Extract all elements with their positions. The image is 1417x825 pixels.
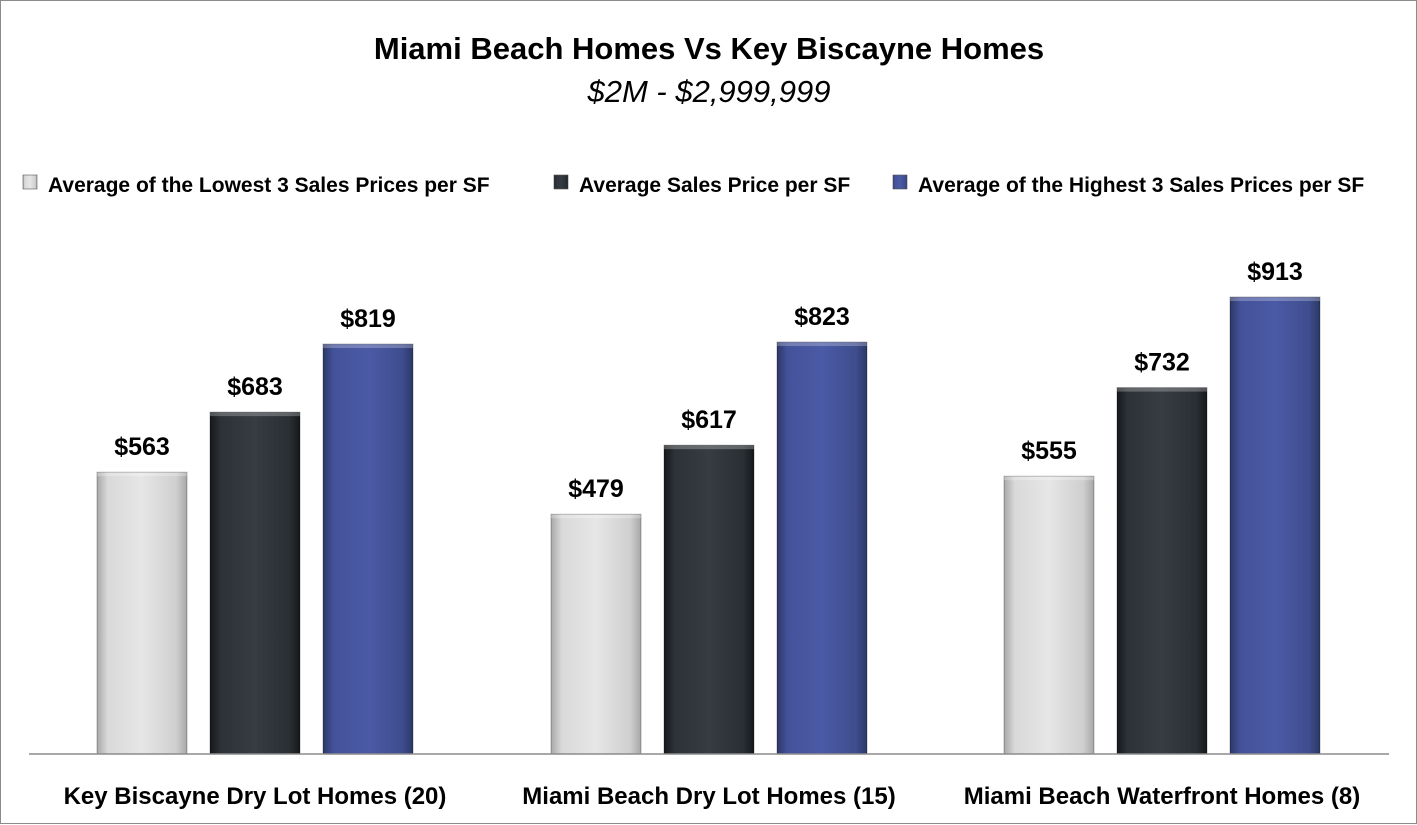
- value-label-miami-beach-dry-lot-homes-15-2: $617: [681, 406, 737, 434]
- value-label-miami-beach-dry-lot-homes-15-1: $479: [568, 475, 624, 503]
- bars-group: [96, 296, 1321, 755]
- legend-swatch-average-of-the-highest-3-sales-prices-per-sf: [892, 174, 908, 190]
- bar-key-biscayne-dry-lot-homes-20-1: [96, 471, 188, 755]
- category-label-key-biscayne-dry-lot-homes-20: Key Biscayne Dry Lot Homes (20): [64, 783, 447, 810]
- value-label-key-biscayne-dry-lot-homes-20-1: $563: [114, 433, 170, 461]
- value-label-miami-beach-waterfront-homes-8-3: $913: [1247, 258, 1303, 286]
- category-labels-group: Key Biscayne Dry Lot Homes (20) Miami Bea…: [64, 783, 1361, 810]
- legend-swatch-average-sales-price-per-sf: [553, 174, 569, 190]
- chart-subtitle: $2M - $2,999,999: [586, 74, 830, 109]
- value-label-miami-beach-waterfront-homes-8-2: $732: [1134, 349, 1190, 377]
- bar-miami-beach-waterfront-homes-8-2: [1116, 387, 1208, 755]
- chart-title: Miami Beach Homes Vs Key Biscayne Homes: [374, 31, 1044, 66]
- bar-miami-beach-dry-lot-homes-15-2: [663, 444, 755, 755]
- value-label-miami-beach-dry-lot-homes-15-3: $823: [794, 303, 850, 331]
- bar-highlight-miami-beach-dry-lot-homes-15-1: [551, 514, 641, 519]
- bar-highlight-key-biscayne-dry-lot-homes-20-2: [210, 412, 300, 417]
- bar-highlight-miami-beach-waterfront-homes-8-1: [1004, 476, 1094, 481]
- bar-key-biscayne-dry-lot-homes-20-2: [209, 411, 301, 755]
- bar-highlight-miami-beach-waterfront-homes-8-2: [1117, 387, 1207, 392]
- bar-miami-beach-dry-lot-homes-15-1: [550, 513, 642, 755]
- legend-label-average-sales-price-per-sf: Average Sales Price per SF: [579, 174, 850, 197]
- legend: Average of the Lowest 3 Sales Prices per…: [22, 174, 1364, 197]
- value-labels-group: $563 $683 $819 $479 $617 $823 $555 $732 $913: [114, 258, 1303, 503]
- bar-miami-beach-waterfront-homes-8-1: [1003, 475, 1095, 755]
- value-label-miami-beach-waterfront-homes-8-1: $555: [1021, 437, 1077, 465]
- category-label-miami-beach-dry-lot-homes-15: Miami Beach Dry Lot Homes (15): [522, 783, 895, 810]
- value-label-key-biscayne-dry-lot-homes-20-3: $819: [340, 305, 396, 333]
- bar-highlight-miami-beach-dry-lot-homes-15-2: [664, 445, 754, 450]
- bar-miami-beach-waterfront-homes-8-3: [1229, 296, 1321, 755]
- value-label-key-biscayne-dry-lot-homes-20-2: $683: [227, 373, 283, 401]
- bar-highlight-key-biscayne-dry-lot-homes-20-3: [323, 344, 413, 349]
- legend-swatch-average-of-the-lowest-3-sales-prices-per-sf: [22, 174, 38, 190]
- bar-highlight-key-biscayne-dry-lot-homes-20-1: [97, 472, 187, 477]
- bar-miami-beach-dry-lot-homes-15-3: [776, 341, 868, 755]
- legend-label-average-of-the-lowest-3-sales-prices-per-sf: Average of the Lowest 3 Sales Prices per…: [48, 174, 490, 197]
- bar-highlight-miami-beach-dry-lot-homes-15-3: [777, 342, 867, 347]
- bar-key-biscayne-dry-lot-homes-20-3: [322, 343, 414, 755]
- bar-highlight-miami-beach-waterfront-homes-8-3: [1230, 297, 1320, 301]
- category-label-miami-beach-waterfront-homes-8: Miami Beach Waterfront Homes (8): [964, 783, 1361, 810]
- legend-label-average-of-the-highest-3-sales-prices-per-sf: Average of the Highest 3 Sales Prices pe…: [918, 174, 1364, 197]
